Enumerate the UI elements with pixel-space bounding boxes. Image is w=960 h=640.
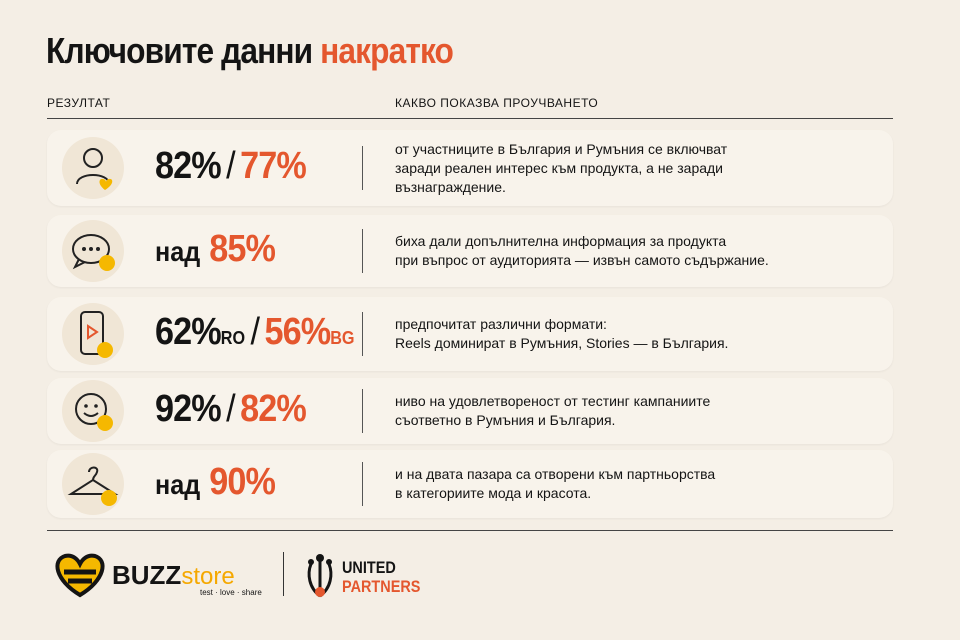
buzz-logo-icon bbox=[55, 553, 105, 598]
title-main: Ключовите данни bbox=[46, 30, 313, 71]
description-line: в категориите мода и красота. bbox=[395, 485, 592, 501]
divider bbox=[47, 118, 893, 119]
row-card: над 85% биха дали допълнителна информация … bbox=[47, 215, 893, 287]
description: биха дали допълнителна информация за про… bbox=[395, 232, 769, 270]
description: от участниците в България и Румъния се в… bbox=[395, 140, 727, 197]
value-part: RO bbox=[220, 328, 246, 348]
description-line: заради реален интерес към продукта, а не… bbox=[395, 159, 724, 176]
description-line: ниво на удовлетвореност от тестинг кампа… bbox=[395, 393, 711, 409]
description-line: предпочитат различни формати: bbox=[395, 316, 607, 332]
description-line: възнаграждение. bbox=[395, 178, 506, 195]
divider bbox=[47, 530, 893, 531]
row-divider bbox=[362, 229, 363, 273]
row-divider bbox=[362, 146, 363, 190]
value-part: / bbox=[250, 311, 260, 353]
row-divider bbox=[362, 312, 363, 356]
value-part: / bbox=[226, 145, 235, 187]
row-card: 82%/77% от участниците в България и Румън… bbox=[47, 130, 893, 206]
value-part: 82% bbox=[155, 145, 222, 187]
row-divider bbox=[362, 389, 363, 433]
description: предпочитат различни формати: Reels домин… bbox=[395, 315, 728, 353]
value: 92%/82% bbox=[155, 388, 307, 431]
description: и на двата пазара са отворени към партнь… bbox=[395, 465, 715, 503]
tagline: test · love · share bbox=[200, 588, 262, 597]
value-part: 77% bbox=[240, 145, 307, 187]
brand-text: UNITED bbox=[342, 558, 396, 577]
column-header: РЕЗУЛТАТ bbox=[47, 96, 111, 110]
description-line: от участниците в България и Румъния се в… bbox=[395, 140, 728, 157]
value: 62%RO/56%BG bbox=[155, 311, 355, 354]
row-icon bbox=[62, 380, 124, 442]
row-icon bbox=[62, 453, 124, 515]
value-part: 62% bbox=[155, 311, 222, 353]
brand-text: PARTNERS bbox=[342, 577, 421, 596]
buzz-brand: BUZZstore bbox=[112, 560, 235, 591]
description-line: съответно в Румъния и България. bbox=[395, 412, 616, 428]
column-header: КАКВО ПОКАЗВА ПРОУЧВАНЕТО bbox=[395, 96, 599, 110]
value-part: над bbox=[155, 236, 201, 267]
value-part: 92% bbox=[155, 388, 222, 430]
value-part: 82% bbox=[240, 388, 307, 430]
value-part: BG bbox=[330, 328, 355, 348]
row-divider bbox=[362, 462, 363, 506]
value: 82%/77% bbox=[155, 145, 307, 188]
value-part: 56% bbox=[264, 311, 331, 353]
row-card: 62%RO/56%BG предпочитат различни формати:… bbox=[47, 297, 893, 371]
brand-text: store bbox=[181, 563, 235, 590]
description: ниво на удовлетвореност от тестинг кампа… bbox=[395, 392, 710, 430]
value-part: над bbox=[155, 469, 201, 500]
title: Ключовите данни накратко bbox=[46, 30, 454, 72]
description-line: и на двата пазара са отворени към партнь… bbox=[395, 466, 716, 482]
united-brand: UNITED PARTNERS bbox=[342, 558, 420, 596]
value-part: 90% bbox=[209, 461, 276, 503]
row-card: над 90% и на двата пазара са отворени към … bbox=[47, 450, 893, 518]
value: над 85% bbox=[155, 228, 276, 271]
title-accent: накратко bbox=[320, 30, 454, 71]
value-part: / bbox=[226, 388, 235, 430]
row-icon bbox=[62, 303, 124, 365]
united-logo-icon bbox=[307, 554, 333, 598]
row-card: 92%/82% ниво на удовлетвореност от тестин… bbox=[47, 378, 893, 444]
description-line: биха дали допълнителна информация за про… bbox=[395, 233, 727, 249]
value: над 90% bbox=[155, 461, 276, 504]
row-icon bbox=[62, 137, 124, 199]
row-icon bbox=[62, 220, 124, 282]
divider bbox=[283, 552, 284, 596]
description-line: при въпрос от аудиторията — извън самото… bbox=[395, 252, 769, 268]
brand-text: BUZZ bbox=[112, 560, 182, 590]
value-part: 85% bbox=[209, 228, 276, 270]
description-line: Reels доминират в Румъния, Stories — в Б… bbox=[395, 335, 729, 351]
